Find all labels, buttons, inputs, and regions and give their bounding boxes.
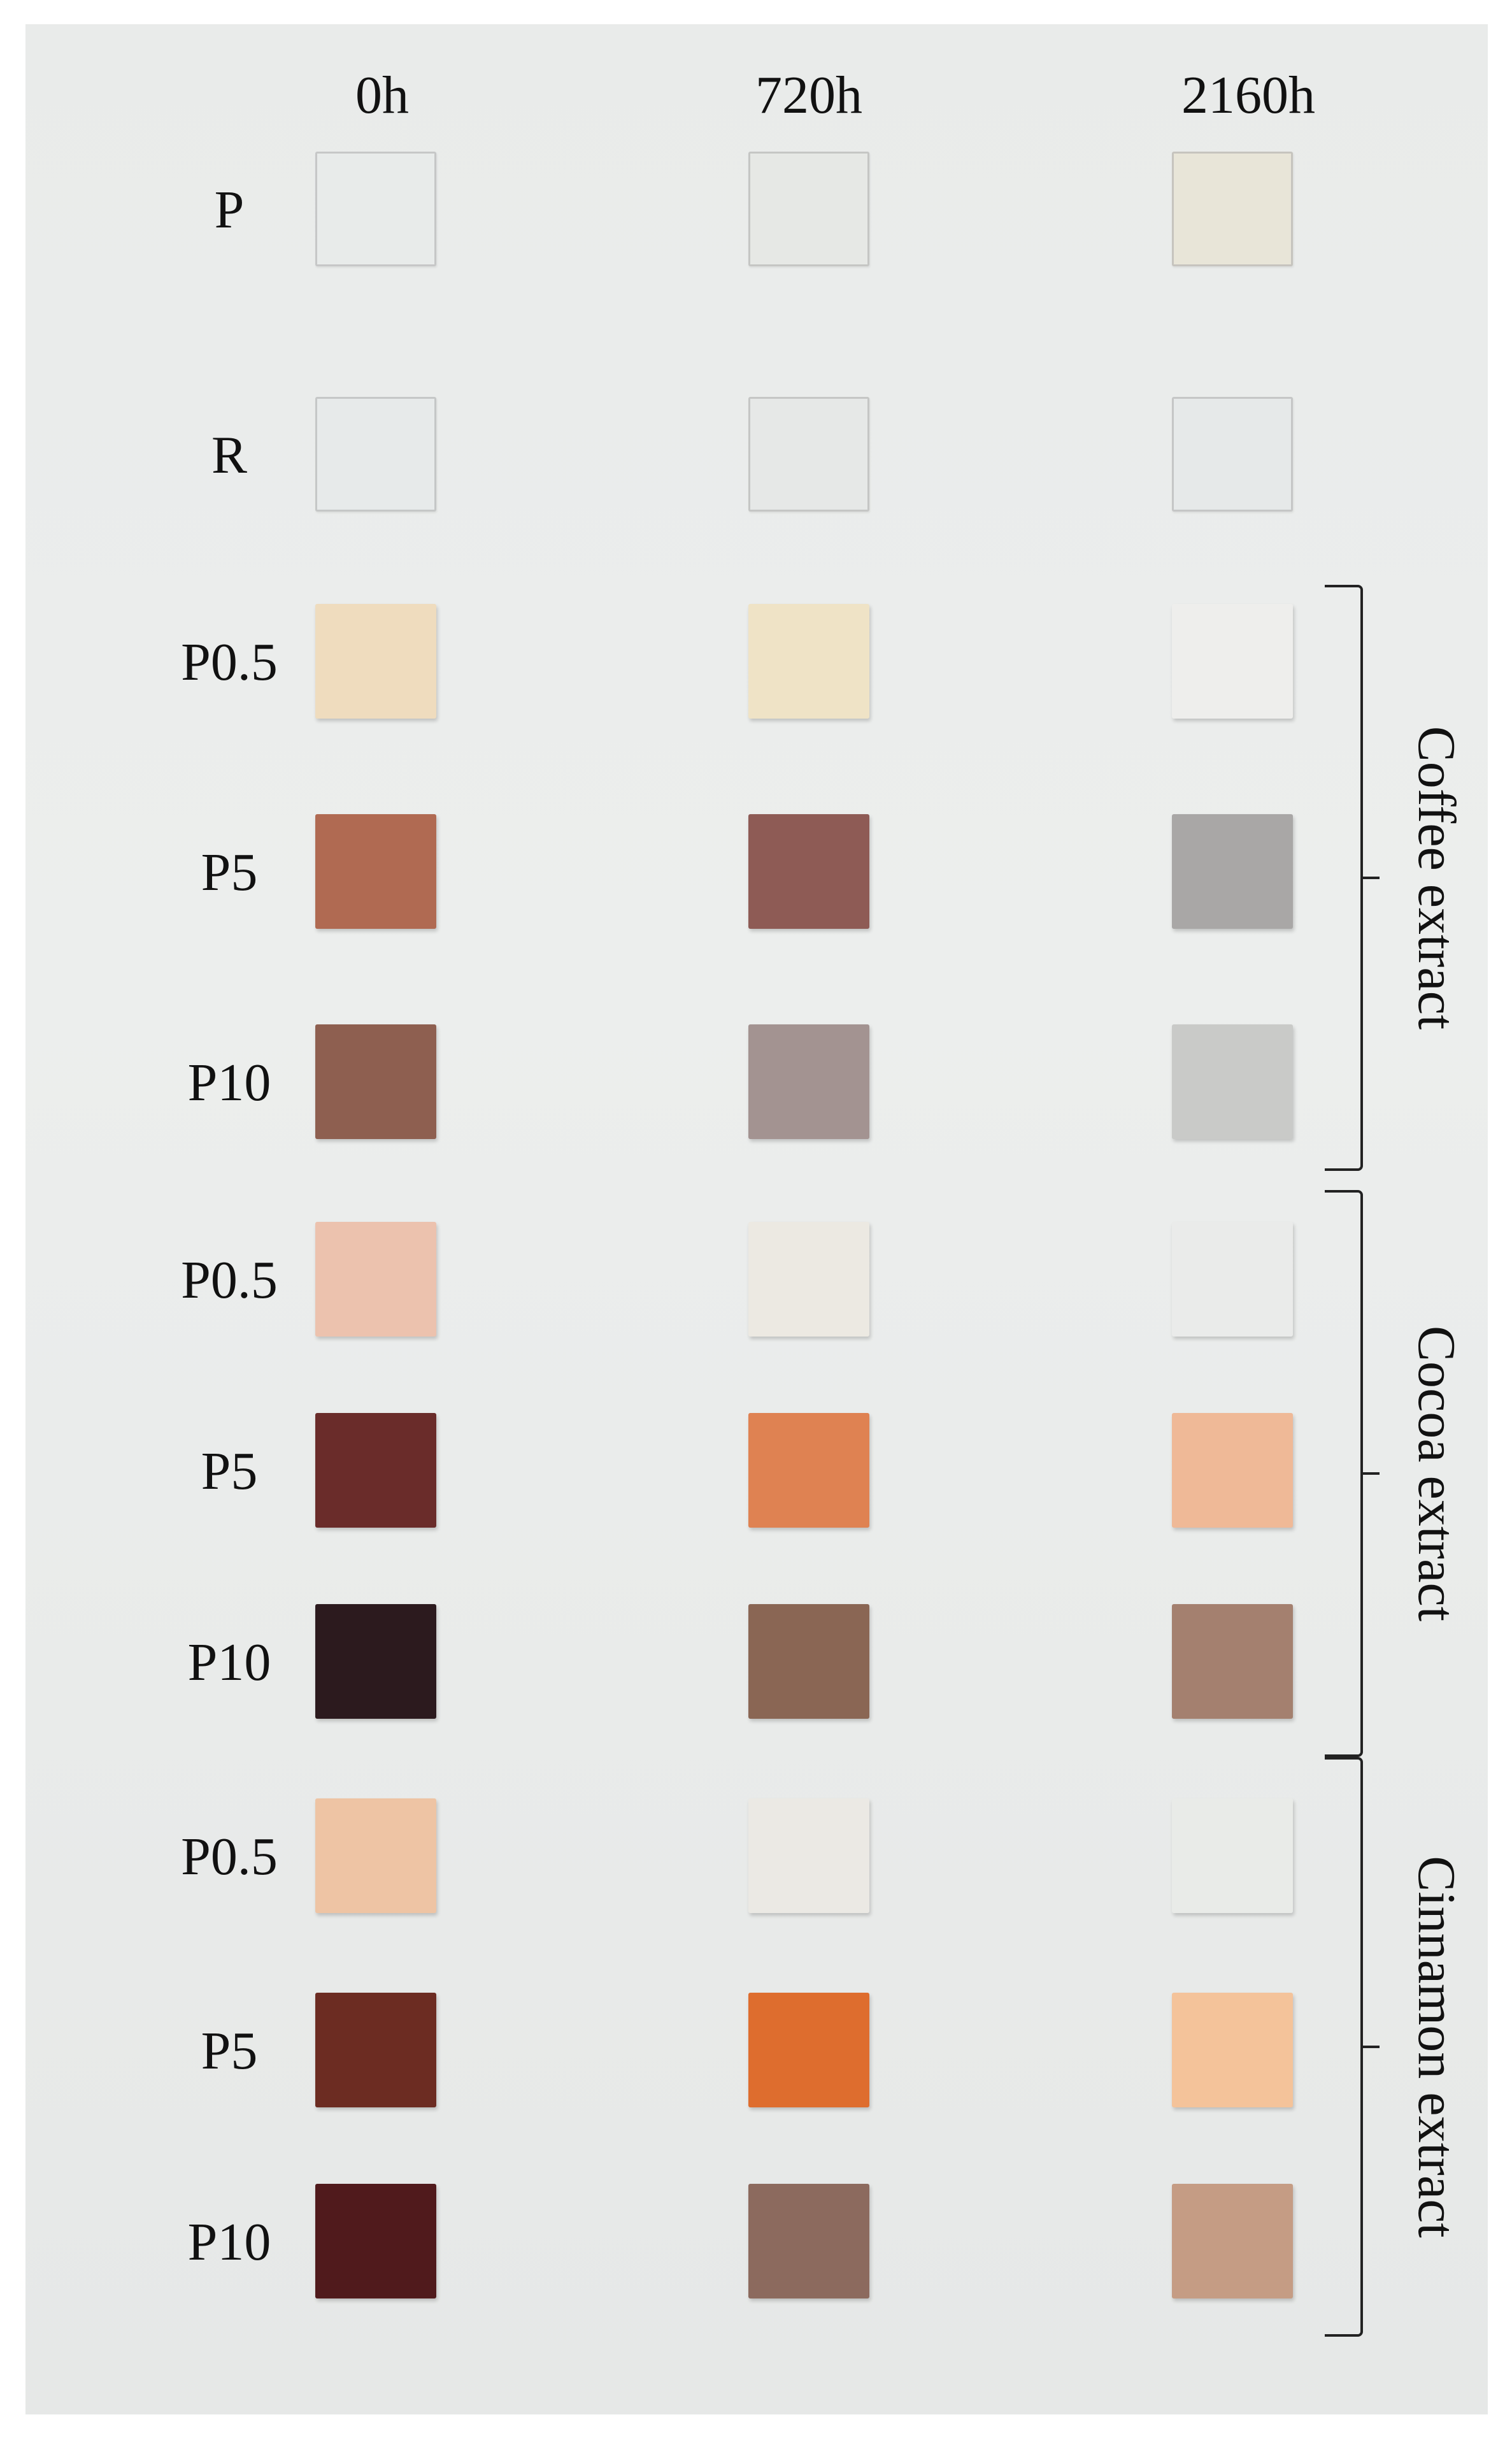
column-header-2160h: 2160h xyxy=(1181,66,1315,125)
bracket-coffee xyxy=(1325,585,1380,1171)
film-sample xyxy=(1172,397,1293,512)
film-sample xyxy=(315,397,436,512)
film-sample xyxy=(315,1222,436,1337)
group-label-coffee: Coffee extract xyxy=(1407,726,1466,1030)
film-sample xyxy=(748,2184,869,2298)
film-sample xyxy=(315,1413,436,1528)
film-sample xyxy=(1172,1222,1293,1337)
film-sample xyxy=(1172,1413,1293,1528)
film-sample xyxy=(748,1413,869,1528)
row-label: P10 xyxy=(187,2212,271,2272)
sample-photo: 0h 720h 2160h P R P0.5 P5 P10 P0.5 P5 P10 P0.5 P5… xyxy=(25,24,1488,2414)
film-sample xyxy=(315,814,436,929)
film-sample xyxy=(315,152,436,266)
film-sample xyxy=(315,2184,436,2298)
film-sample xyxy=(1172,152,1293,266)
row-label: P0.5 xyxy=(181,1251,278,1310)
row-label: P5 xyxy=(201,843,258,902)
film-sample xyxy=(748,1798,869,1913)
row-label: P5 xyxy=(201,1442,258,1501)
column-header-720h: 720h xyxy=(755,66,862,125)
group-label-cinnamon: Cinnamon extract xyxy=(1407,1856,1466,2238)
row-label: P10 xyxy=(187,1633,271,1692)
group-label-cocoa: Cocoa extract xyxy=(1407,1325,1466,1622)
row-label: P0.5 xyxy=(181,633,278,692)
column-header-0h: 0h xyxy=(355,66,409,125)
film-sample xyxy=(748,397,869,512)
film-sample xyxy=(315,1604,436,1719)
row-label: R xyxy=(211,426,248,485)
row-label: P5 xyxy=(201,2021,258,2081)
row-label: P0.5 xyxy=(181,1827,278,1886)
film-sample xyxy=(748,152,869,266)
film-sample xyxy=(1172,1604,1293,1719)
film-sample xyxy=(1172,1024,1293,1139)
film-sample xyxy=(748,1024,869,1139)
bracket-cinnamon xyxy=(1325,1757,1380,2337)
row-label: P xyxy=(214,180,245,240)
film-sample xyxy=(748,1993,869,2107)
film-sample xyxy=(1172,604,1293,719)
film-sample xyxy=(315,1993,436,2107)
film-sample xyxy=(315,1024,436,1139)
bracket-cocoa xyxy=(1325,1190,1380,1757)
film-sample xyxy=(1172,2184,1293,2298)
film-sample xyxy=(748,604,869,719)
film-sample xyxy=(748,1222,869,1337)
film-sample xyxy=(315,1798,436,1913)
film-sample xyxy=(748,814,869,929)
film-sample xyxy=(1172,814,1293,929)
film-sample xyxy=(315,604,436,719)
row-label: P10 xyxy=(187,1053,271,1112)
film-sample xyxy=(1172,1798,1293,1913)
film-sample xyxy=(748,1604,869,1719)
film-sample xyxy=(1172,1993,1293,2107)
